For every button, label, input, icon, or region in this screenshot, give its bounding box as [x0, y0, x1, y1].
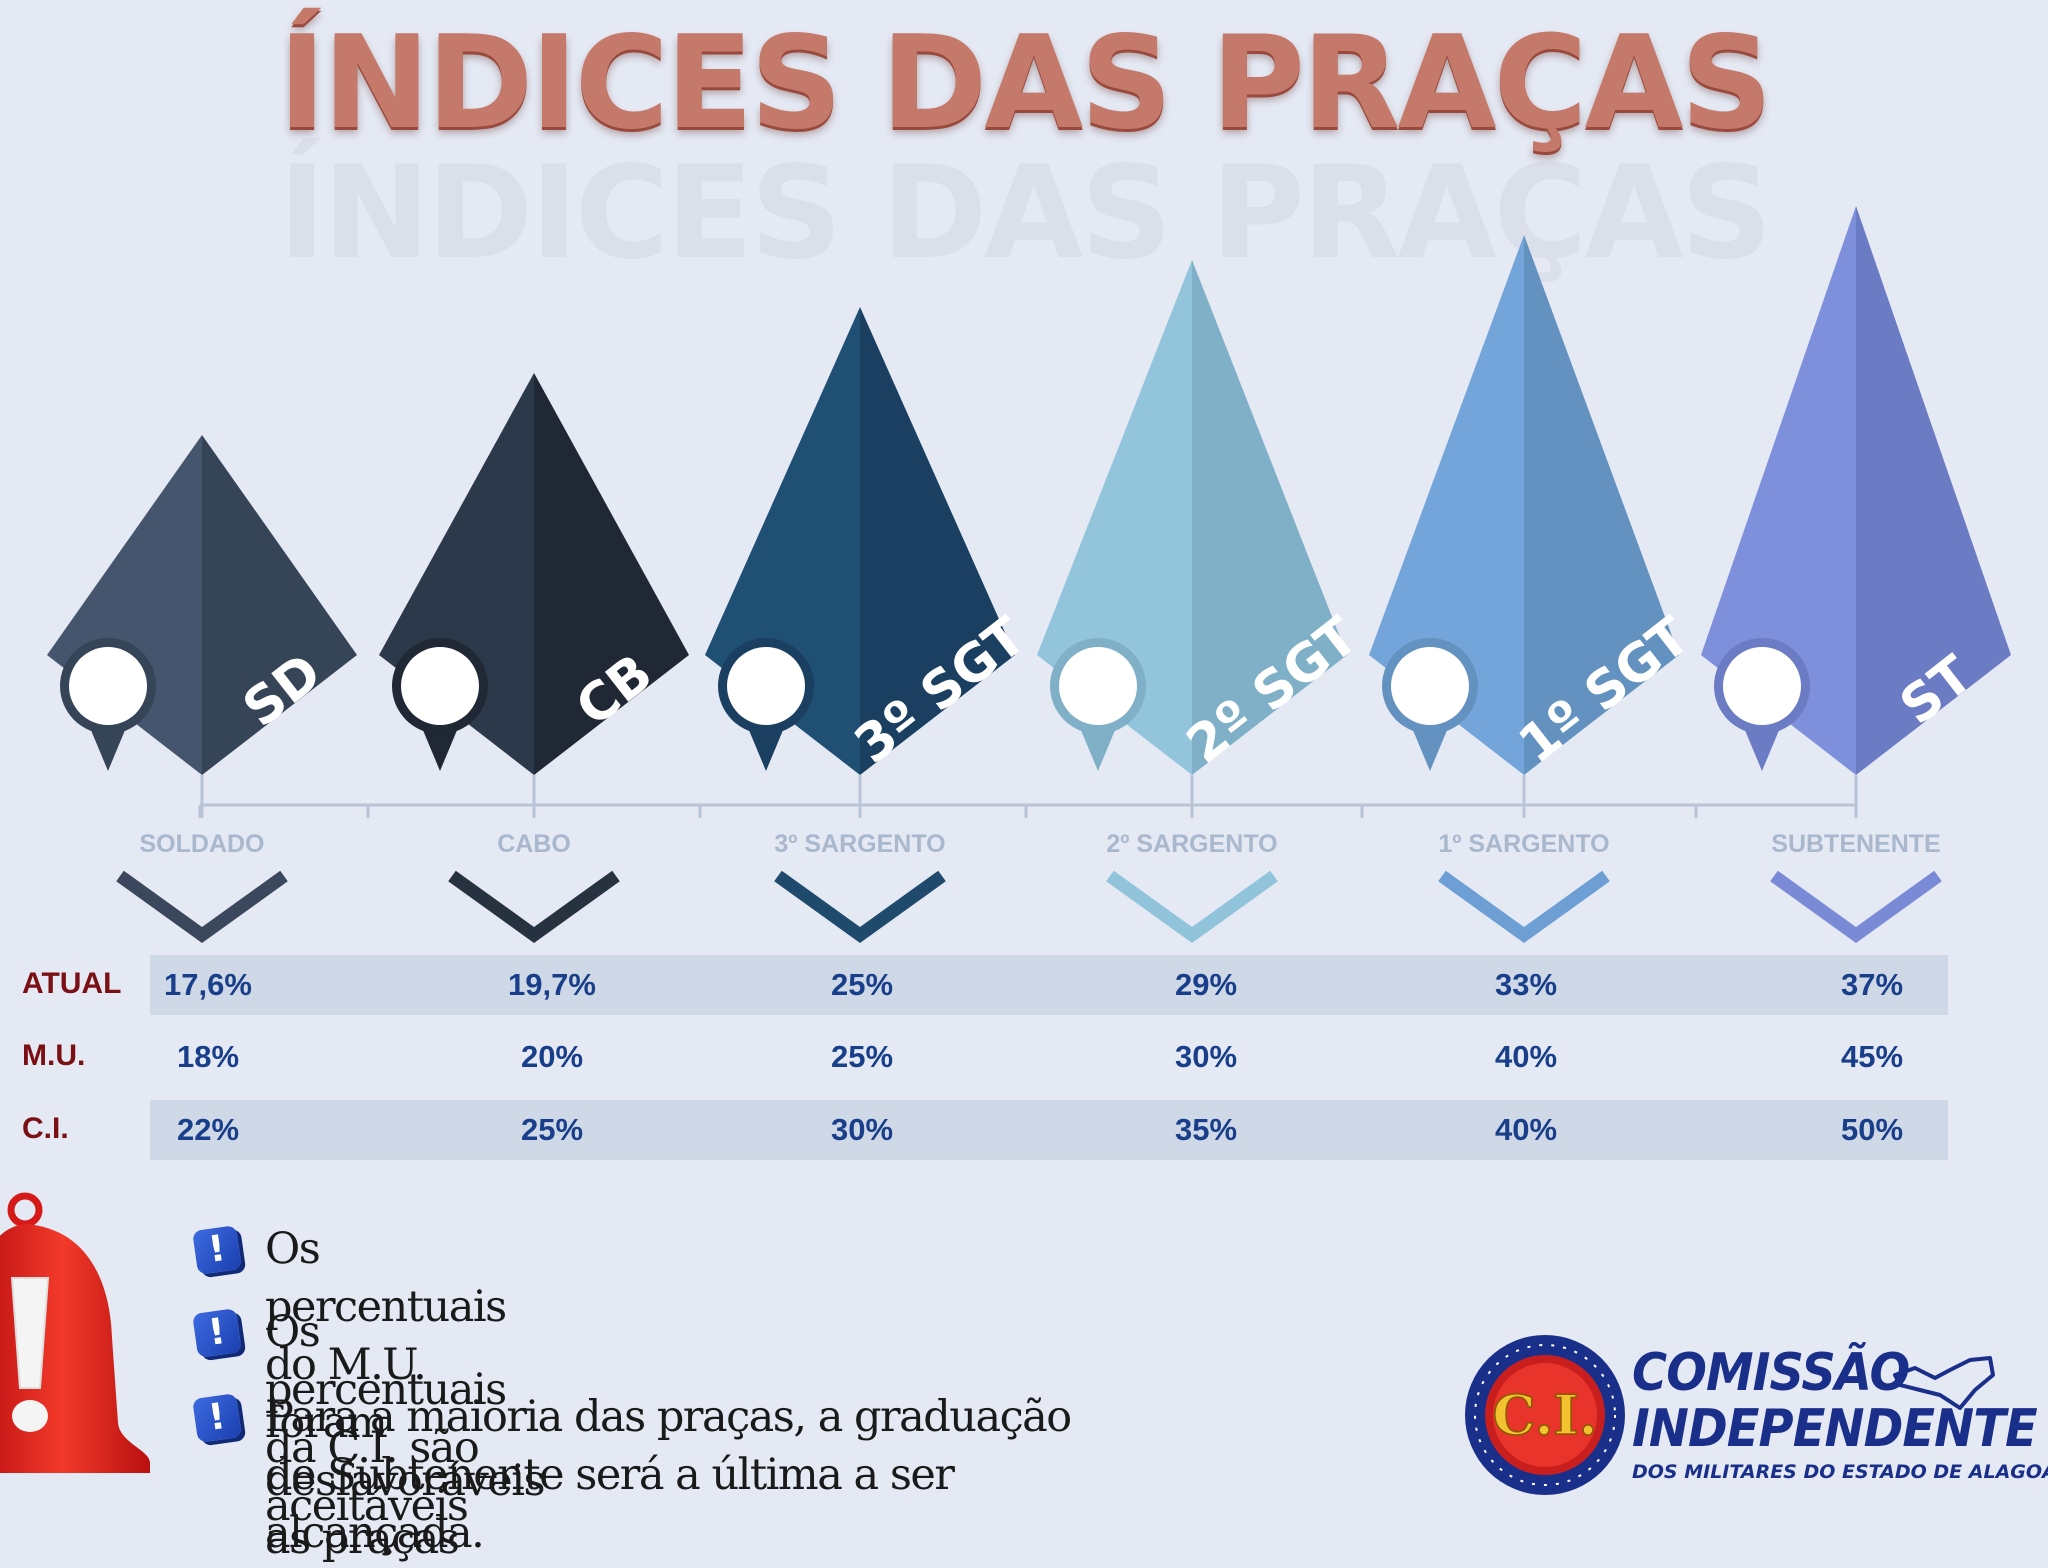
- table-cell: 30%: [1174, 1039, 1238, 1074]
- table-cell: 40%: [1494, 1112, 1558, 1147]
- table-cell: 35%: [1174, 1112, 1238, 1147]
- page-title: ÍNDICES DAS PRAÇAS: [278, 9, 1772, 158]
- chevron-down-icon: [1438, 870, 1610, 944]
- rank-name-label: SUBTENENTE: [1771, 830, 1941, 858]
- pyramid-right-face: [860, 307, 1015, 775]
- table-cell: 18%: [176, 1039, 240, 1074]
- table-cell: 22%: [176, 1112, 240, 1147]
- table-row-ci: C.I. 22% 25% 30% 35% 40% 50%: [0, 1100, 2048, 1160]
- table-cell: 25%: [830, 1039, 894, 1074]
- rank-pyramids: SD CB 3º SGT 2º SGT 1º SGT ST: [47, 206, 2011, 944]
- note-text: Para a maioria das praças, a graduação d…: [265, 1392, 1072, 1558]
- table-cell: 29%: [1174, 967, 1238, 1002]
- map-pin-icon: [392, 638, 488, 771]
- rank-name-label: 2º SARGENTO: [1106, 830, 1278, 858]
- chevron-down-icon: [116, 870, 288, 944]
- table-cell: 30%: [830, 1112, 894, 1147]
- row-label: ATUAL: [22, 967, 122, 1000]
- table-cell: 25%: [520, 1112, 584, 1147]
- logo-line-1: COMISSÃO: [1632, 1343, 1910, 1403]
- rank-name-label: SOLDADO: [139, 830, 265, 858]
- note-item: ! Para a maioria das praças, a graduação…: [192, 1388, 1125, 1562]
- map-pin-icon: [718, 638, 814, 771]
- pyramid-left-face: [47, 435, 202, 775]
- table-cell: 37%: [1840, 967, 1904, 1002]
- logo-wordmark: COMISSÃO INDEPENDENTE DOS MILITARES DO E…: [1632, 1345, 2048, 1483]
- logo-line-2: INDEPENDENTE: [1632, 1399, 2038, 1459]
- table-cell: 20%: [520, 1039, 584, 1074]
- pyramid-6: [1701, 206, 2011, 775]
- table-cell: 40%: [1494, 1039, 1558, 1074]
- map-pin-icon: [60, 638, 156, 771]
- row-label: M.U.: [22, 1039, 86, 1072]
- row-label: C.I.: [22, 1112, 69, 1145]
- map-pin-icon: [1382, 638, 1478, 771]
- note-text: Os percentuais da C.I. são aceitáveis: [265, 1307, 507, 1531]
- pyramid-left-face: [1369, 235, 1524, 775]
- table-row-mu: M.U. 18% 20% 25% 30% 40% 45%: [0, 1027, 2048, 1087]
- table-cell: 33%: [1494, 967, 1558, 1002]
- ci-emblem-logo: C.I.: [1465, 1335, 1625, 1495]
- exclamation-icon: !: [192, 1393, 242, 1443]
- rank-name-label: CABO: [497, 830, 571, 858]
- rank-name-label: 3º SARGENTO: [774, 830, 946, 858]
- table-cell: 45%: [1840, 1039, 1904, 1074]
- chevron-down-icon: [774, 870, 946, 944]
- pyramid-left-face: [1701, 206, 1856, 775]
- pyramid-right-face: [534, 373, 689, 775]
- pyramid-right-face: [1524, 235, 1679, 775]
- exclamation-icon: !: [192, 1225, 242, 1275]
- pyramid-right-face: [1856, 206, 2011, 775]
- table-cell: 25%: [830, 967, 894, 1002]
- pyramid-right-face: [202, 435, 357, 775]
- emblem-letters: C.I.: [1493, 1383, 1598, 1447]
- pyramid-1: [47, 435, 357, 775]
- pyramid-5: [1369, 235, 1679, 775]
- rank-name-label: 1º SARGENTO: [1438, 830, 1610, 858]
- chevron-down-icon: [448, 870, 620, 944]
- table-cell: 19,7%: [508, 967, 596, 1002]
- map-pin-icon: [1714, 638, 1810, 771]
- alagoas-map-icon: [1893, 1356, 1995, 1410]
- logo-line-3: DOS MILITARES DO ESTADO DE ALAGOAS: [1632, 1461, 2048, 1483]
- map-pin-icon: [1050, 638, 1146, 771]
- chevron-down-icon: [1770, 870, 1942, 944]
- alert-bell-icon: [0, 1192, 150, 1473]
- table-row-atual: ATUAL 17,6% 19,7% 25% 29% 33% 37%: [0, 955, 2048, 1015]
- pyramid-right-face: [1192, 260, 1347, 775]
- chevron-down-icon: [1106, 870, 1278, 944]
- table-cell: 50%: [1840, 1112, 1904, 1147]
- note-item: ! Os percentuais da C.I. são aceitáveis: [192, 1303, 507, 1535]
- table-cell: 17,6%: [164, 967, 252, 1002]
- exclamation-icon: !: [192, 1308, 242, 1358]
